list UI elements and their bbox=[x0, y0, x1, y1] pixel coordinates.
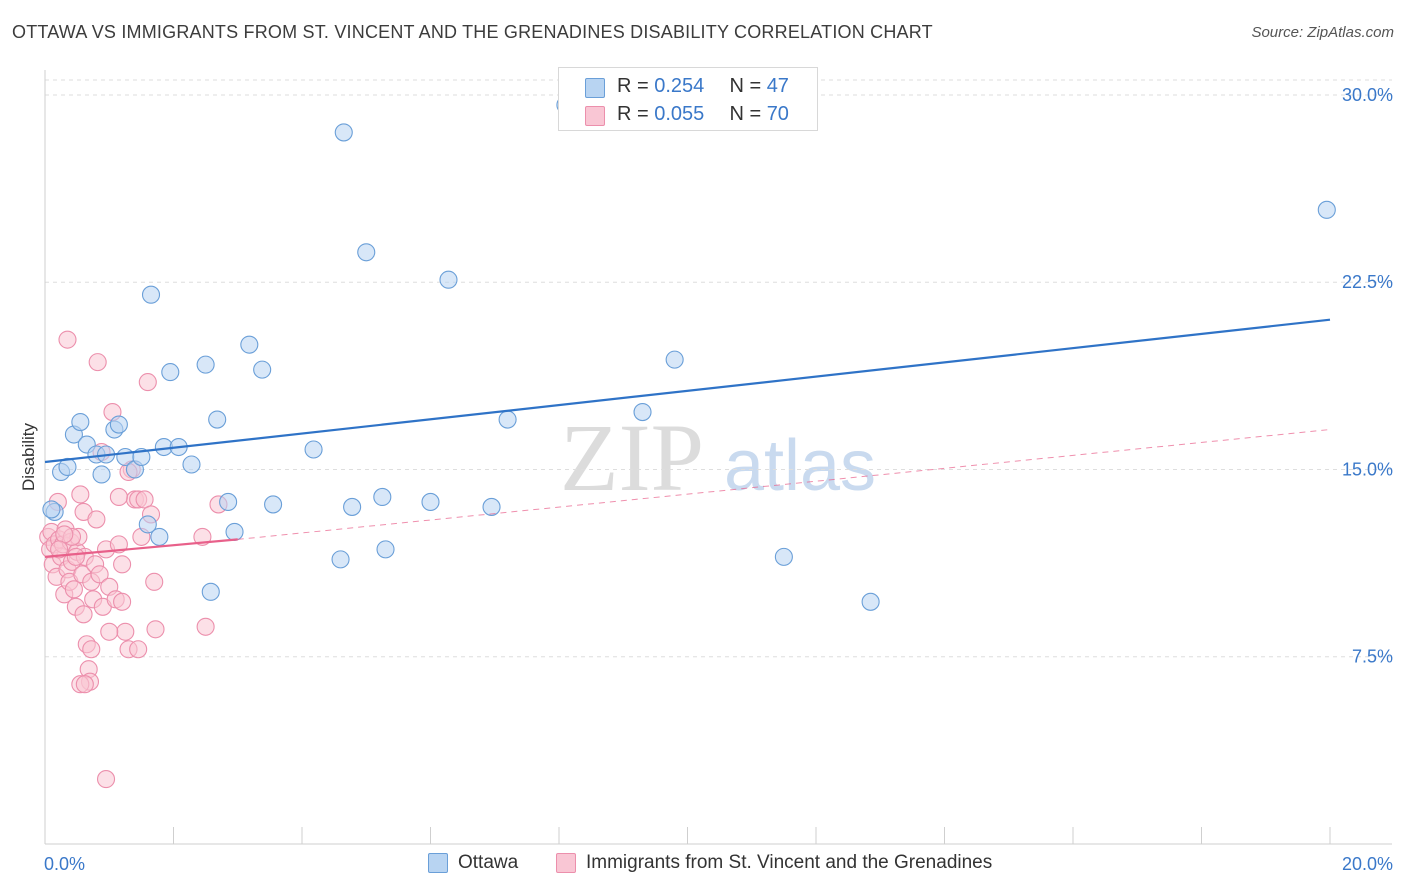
ottawa-point bbox=[421, 492, 440, 511]
pink-point bbox=[113, 592, 132, 611]
ottawa-point bbox=[343, 497, 362, 516]
x-tick-label-max: 20.0% bbox=[1342, 854, 1393, 874]
pink-swatch bbox=[585, 106, 605, 126]
ottawa-point bbox=[208, 410, 227, 429]
y-tick-label: 30.0% bbox=[1342, 85, 1393, 105]
ottawa-r-label: R = bbox=[617, 75, 649, 97]
pink-point bbox=[74, 605, 93, 624]
ottawa-point bbox=[373, 487, 392, 506]
y-tick-label: 15.0% bbox=[1342, 459, 1393, 479]
ottawa-point bbox=[334, 123, 353, 142]
pink-point bbox=[75, 675, 94, 694]
ottawa-swatch bbox=[585, 78, 605, 98]
pink-trendline-extension bbox=[237, 429, 1331, 540]
pink-point bbox=[71, 485, 90, 504]
ottawa-n-label: N = bbox=[729, 75, 762, 97]
ottawa-n-value: 47 bbox=[766, 75, 789, 97]
pink-point bbox=[66, 547, 85, 566]
pink-point bbox=[146, 620, 165, 639]
ottawa-point bbox=[482, 497, 501, 516]
pink-r-value: 0.055 bbox=[654, 103, 705, 125]
pink-point bbox=[109, 487, 128, 506]
ottawa-point bbox=[225, 522, 244, 541]
ottawa-point bbox=[861, 592, 880, 611]
ottawa-point bbox=[161, 363, 180, 382]
ottawa-point bbox=[331, 550, 350, 569]
pink-point bbox=[88, 353, 107, 372]
pink-point bbox=[55, 525, 74, 544]
y-axis-label: Disability bbox=[19, 422, 38, 491]
y-tick-label: 22.5% bbox=[1342, 272, 1393, 292]
ottawa-point bbox=[240, 335, 259, 354]
ottawa-point bbox=[138, 515, 157, 534]
ottawa-point bbox=[150, 527, 169, 546]
pink-point bbox=[135, 490, 154, 509]
pink-r-label: R = bbox=[617, 103, 649, 125]
ottawa-point bbox=[439, 270, 458, 289]
ottawa-r-value: 0.254 bbox=[654, 75, 705, 97]
ottawa-point bbox=[253, 360, 272, 379]
x-tick-label-min: 0.0% bbox=[44, 854, 85, 874]
pink-point bbox=[116, 622, 135, 641]
y-tick-label: 7.5% bbox=[1352, 647, 1393, 667]
legend-ottawa-label: Ottawa bbox=[458, 852, 519, 873]
pink-point bbox=[58, 330, 77, 349]
ottawa-point bbox=[182, 455, 201, 474]
ottawa-point bbox=[376, 540, 395, 559]
pink-point bbox=[82, 640, 101, 659]
bottom-legend: Ottawa Immigrants from St. Vincent and t… bbox=[0, 850, 1406, 880]
pink-trendline bbox=[44, 538, 238, 558]
ottawa-point bbox=[219, 492, 238, 511]
pink-point bbox=[113, 555, 132, 574]
pink-point bbox=[129, 640, 148, 659]
watermark-atlas: atlas bbox=[724, 426, 876, 506]
ottawa-point bbox=[201, 582, 220, 601]
ottawa-point bbox=[264, 495, 283, 514]
ottawa-point bbox=[92, 465, 111, 484]
ottawa-point bbox=[633, 403, 652, 422]
ottawa-point bbox=[196, 355, 215, 374]
pink-point bbox=[145, 572, 164, 591]
ottawa-point bbox=[1317, 200, 1336, 219]
ottawa-point bbox=[42, 500, 61, 519]
legend-pink-swatch bbox=[556, 853, 576, 873]
pink-point bbox=[96, 770, 116, 789]
source-label: Source: ZipAtlas.com bbox=[1251, 24, 1394, 41]
pink-n-value: 70 bbox=[766, 103, 789, 125]
legend-ottawa-swatch bbox=[428, 853, 448, 873]
ottawa-point bbox=[665, 350, 684, 369]
ottawa-point bbox=[304, 440, 323, 459]
pink-n-label: N = bbox=[729, 103, 762, 125]
ottawa-point bbox=[498, 410, 517, 429]
pink-point bbox=[50, 540, 69, 559]
ottawa-point bbox=[109, 415, 128, 434]
ottawa-point bbox=[71, 412, 90, 432]
watermark-zip: ZIP bbox=[560, 404, 704, 511]
ottawa-point bbox=[357, 243, 376, 262]
legend-item-ottawa[interactable]: Ottawa bbox=[428, 852, 518, 874]
ottawa-trendline bbox=[44, 318, 1331, 464]
pink-point bbox=[90, 565, 109, 584]
ottawa-point bbox=[774, 547, 793, 566]
legend-pink-label: Immigrants from St. Vincent and the Gren… bbox=[586, 852, 993, 873]
pink-point bbox=[109, 535, 128, 554]
chart-title: OTTAWA VS IMMIGRANTS FROM ST. VINCENT AN… bbox=[12, 22, 933, 42]
ottawa-point bbox=[141, 285, 161, 304]
pink-point bbox=[100, 622, 119, 641]
pink-point bbox=[196, 617, 215, 636]
pink-point bbox=[87, 510, 106, 529]
pink-point bbox=[64, 580, 83, 599]
pink-point bbox=[138, 373, 157, 392]
stats-legend: R = 0.254 N = 47 R = 0.055 N = 70 bbox=[558, 67, 818, 131]
legend-item-pink[interactable]: Immigrants from St. Vincent and the Gren… bbox=[556, 852, 992, 874]
